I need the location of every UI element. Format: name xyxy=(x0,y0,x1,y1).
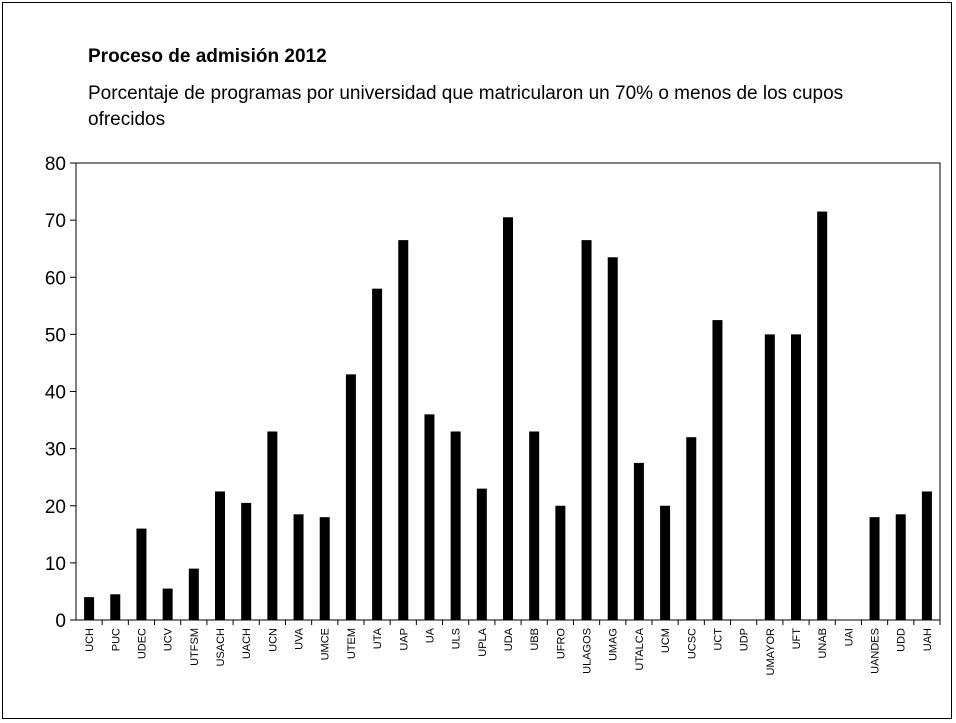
bar xyxy=(764,334,775,620)
x-tick-label: UDEC xyxy=(136,628,148,659)
y-tick-label: 40 xyxy=(45,383,66,404)
chart-subtitle: Porcentaje de programas por universidad … xyxy=(88,83,844,130)
plot-area: 0 10 20 30 40 50 60 70 80 UCH PUC UDEC UCV UTFSM USACH… xyxy=(45,154,941,676)
x-tick-label: PUC xyxy=(110,628,122,651)
x-tick-label: UCSC xyxy=(686,628,698,659)
x-tick-label: UMCE xyxy=(320,628,332,660)
bar xyxy=(136,528,147,620)
bar xyxy=(110,594,121,620)
bar xyxy=(607,257,618,620)
y-tick-label: 10 xyxy=(45,554,66,575)
y-tick-label: 70 xyxy=(45,211,66,232)
x-tick-label: UCV xyxy=(163,627,175,651)
x-tick-label: USACH xyxy=(215,628,227,667)
chart-title: Proceso de admisión 2012 xyxy=(88,46,327,67)
y-tick-label: 80 xyxy=(45,154,66,175)
bar xyxy=(581,240,592,620)
bar xyxy=(372,288,383,620)
x-tick-label: UCH xyxy=(84,628,96,652)
x-tick-label: UFT xyxy=(791,628,803,650)
x-tick-label: UVA xyxy=(294,627,306,649)
bar xyxy=(817,211,828,620)
x-tick-label: ULAGOS xyxy=(582,628,594,674)
x-tick-label: UNAB xyxy=(817,628,829,659)
x-tick-label: UBB xyxy=(529,628,541,651)
bar xyxy=(293,514,304,620)
bar xyxy=(267,431,278,620)
x-tick-label: UPLA xyxy=(477,627,489,656)
y-tick-label: 20 xyxy=(45,497,66,518)
x-tick-label: UCT xyxy=(712,628,724,651)
x-tick-label: UANDES xyxy=(870,628,882,674)
x-tick-label: UCN xyxy=(267,628,279,652)
bar xyxy=(84,597,95,620)
x-tick-label: UFRO xyxy=(555,628,567,660)
bar xyxy=(476,488,487,620)
bar xyxy=(529,431,540,620)
bar xyxy=(633,462,644,620)
x-tick-label: UACH xyxy=(241,628,253,659)
bar xyxy=(424,414,435,620)
bar xyxy=(503,217,513,621)
y-tick-label: 60 xyxy=(45,268,66,289)
bar xyxy=(345,374,356,620)
y-tick-label: 0 xyxy=(55,611,66,632)
bar xyxy=(241,502,252,620)
x-tick-label: ULS xyxy=(451,628,463,649)
bar xyxy=(895,514,906,620)
bar xyxy=(712,320,723,620)
x-tick-label: UTFSM xyxy=(189,628,201,666)
bar xyxy=(869,517,880,620)
x-tick-label: UDD xyxy=(896,628,908,652)
bar xyxy=(319,517,330,620)
x-tick-label: UA xyxy=(424,627,436,643)
bar xyxy=(188,568,199,620)
bar xyxy=(686,437,697,620)
x-tick-label: UMAG xyxy=(608,628,620,661)
bar xyxy=(660,505,671,620)
y-tick-label: 50 xyxy=(45,325,66,346)
x-tick-label: UDP xyxy=(739,628,751,651)
bar xyxy=(162,588,173,620)
x-tick-label: UMAYOR xyxy=(765,628,777,676)
bar xyxy=(791,334,801,620)
x-tick-label: UDA xyxy=(503,627,515,651)
x-tick-label: UAH xyxy=(922,628,934,651)
bar xyxy=(215,491,225,620)
bar xyxy=(398,240,409,620)
x-tick-label: UTALCA xyxy=(634,627,646,670)
x-tick-label: UCM xyxy=(660,628,672,653)
y-tick-label: 30 xyxy=(45,440,66,461)
bar xyxy=(450,431,461,620)
bar xyxy=(555,505,566,620)
x-tick-label: UTA xyxy=(372,627,384,649)
bar xyxy=(921,491,932,620)
x-tick-label: UTEM xyxy=(346,628,358,659)
x-tick-label: UAP xyxy=(398,628,410,651)
x-tick-label: UAI xyxy=(843,628,855,646)
